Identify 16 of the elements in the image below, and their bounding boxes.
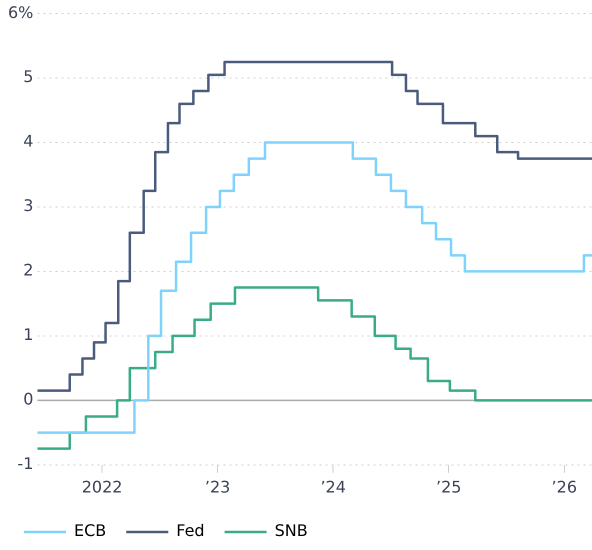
y-tick-label: 3 [23,196,34,216]
legend-label: Fed [176,521,205,540]
x-tick-label: ’24 [320,478,346,497]
y-tick-label: 0 [23,390,34,408]
y-tick-label: -1 [17,454,34,473]
y-tick-label: 1 [23,325,34,344]
x-tick-label: 2022 [82,478,122,497]
x-tick-label: ’23 [204,478,230,497]
legend-label: ECB [74,521,106,540]
y-tick-label: 5 [23,67,34,86]
x-tick-label: ’25 [436,478,462,497]
legend-label: SNB [274,521,308,540]
y-tick-label: 6% [8,2,34,22]
x-tick-label: ’26 [552,478,577,497]
y-tick-label: 4 [23,132,34,151]
y-tick-label: 2 [23,260,34,280]
